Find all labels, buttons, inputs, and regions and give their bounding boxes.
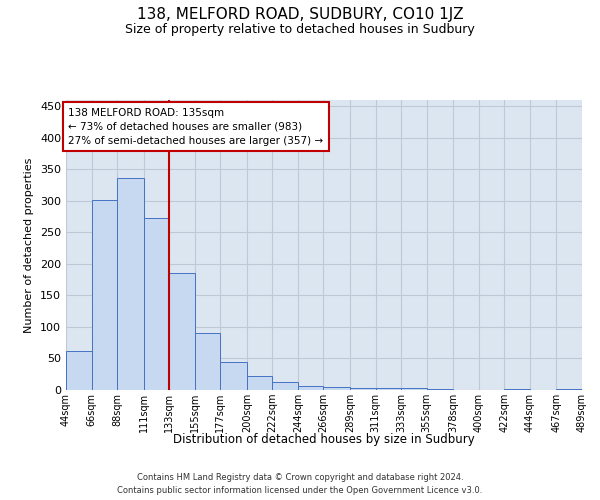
Bar xyxy=(350,388,376,390)
Bar xyxy=(376,388,401,390)
Bar xyxy=(66,351,92,390)
Text: 138 MELFORD ROAD: 135sqm
← 73% of detached houses are smaller (983)
27% of semi-: 138 MELFORD ROAD: 135sqm ← 73% of detach… xyxy=(68,108,323,146)
Bar xyxy=(272,382,298,390)
Bar xyxy=(92,200,117,390)
Bar xyxy=(169,274,195,390)
Bar xyxy=(247,376,272,390)
Bar xyxy=(323,388,350,390)
Bar xyxy=(401,388,427,390)
Y-axis label: Number of detached properties: Number of detached properties xyxy=(25,158,34,332)
Bar xyxy=(195,334,220,390)
Bar xyxy=(220,362,247,390)
Text: Size of property relative to detached houses in Sudbury: Size of property relative to detached ho… xyxy=(125,22,475,36)
Bar xyxy=(117,178,143,390)
Text: Distribution of detached houses by size in Sudbury: Distribution of detached houses by size … xyxy=(173,432,475,446)
Text: 138, MELFORD ROAD, SUDBURY, CO10 1JZ: 138, MELFORD ROAD, SUDBURY, CO10 1JZ xyxy=(137,8,463,22)
Text: Contains HM Land Registry data © Crown copyright and database right 2024.
Contai: Contains HM Land Registry data © Crown c… xyxy=(118,474,482,495)
Bar xyxy=(298,386,323,390)
Bar xyxy=(143,218,169,390)
